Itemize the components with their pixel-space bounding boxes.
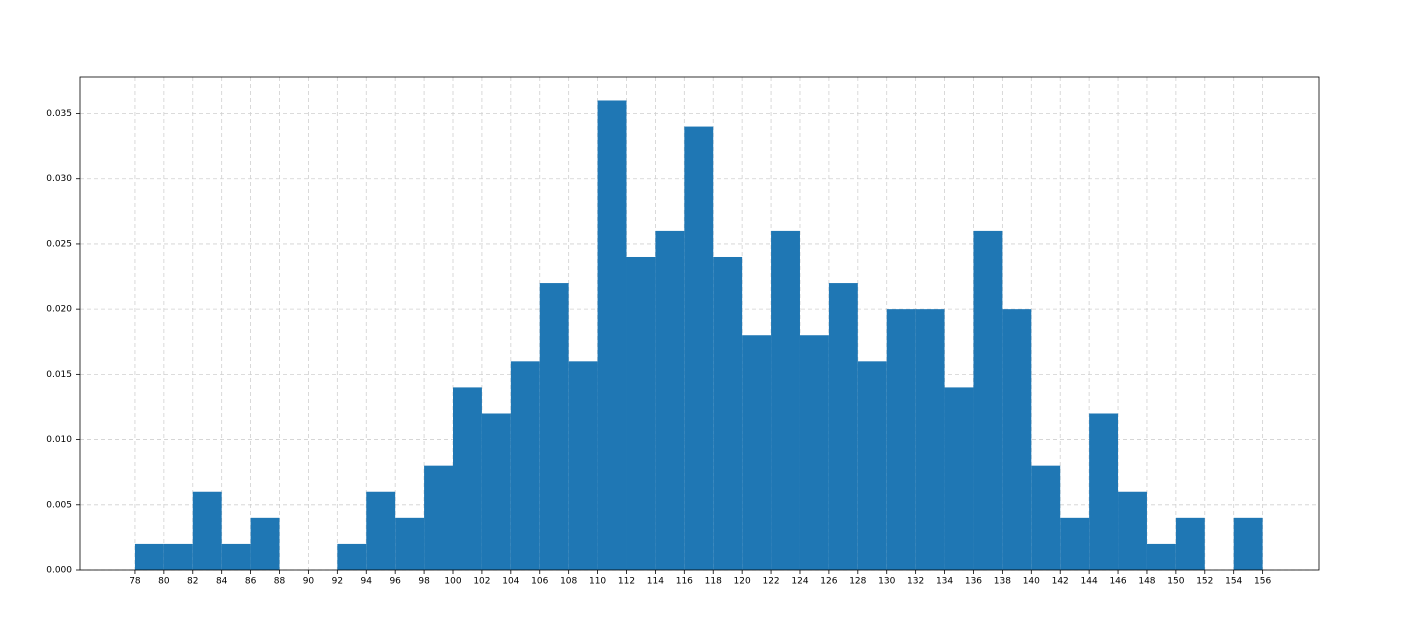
x-tick-label: 106 — [531, 577, 548, 587]
bar — [1031, 465, 1061, 570]
bar — [597, 100, 627, 570]
bar — [1118, 491, 1147, 570]
x-tick-label: 150 — [1167, 577, 1184, 587]
x-tick-label: 88 — [274, 577, 286, 587]
x-tick-label: 78 — [129, 577, 141, 587]
x-tick-label: 82 — [187, 577, 198, 587]
x-tick-label: 112 — [618, 577, 635, 587]
bar — [1089, 413, 1119, 570]
bar — [915, 309, 945, 570]
bar — [134, 543, 164, 570]
bar — [828, 283, 858, 570]
x-tick-label: 98 — [418, 577, 430, 587]
bar — [973, 230, 1003, 570]
x-tick-label: 156 — [1254, 577, 1271, 587]
bar — [192, 491, 222, 570]
bar — [510, 361, 540, 570]
x-tick-label: 122 — [762, 577, 779, 587]
x-tick-label: 126 — [820, 577, 837, 587]
x-tick-label: 116 — [676, 577, 693, 587]
x-tick-label: 110 — [589, 577, 606, 587]
y-tick-label: 0.010 — [46, 435, 72, 445]
bar — [395, 517, 425, 570]
x-tick-label: 104 — [502, 577, 519, 587]
x-tick-label: 140 — [1023, 577, 1040, 587]
bar — [655, 230, 685, 570]
x-tick-label: 96 — [389, 577, 401, 587]
x-tick-label: 94 — [361, 577, 373, 587]
x-tick-label: 146 — [1109, 577, 1126, 587]
bar — [944, 387, 974, 570]
y-tick-label: 0.030 — [46, 174, 72, 184]
bar — [684, 126, 714, 570]
x-tick-label: 148 — [1138, 577, 1155, 587]
x-tick-label: 108 — [560, 577, 577, 587]
x-tick-label: 136 — [965, 577, 982, 587]
x-tick-label: 124 — [791, 577, 808, 587]
bar — [1146, 543, 1176, 570]
x-tick-label: 100 — [444, 577, 461, 587]
x-tick-label: 128 — [849, 577, 866, 587]
x-tick-label: 114 — [647, 577, 664, 587]
bar — [424, 465, 454, 570]
x-tick-label: 132 — [907, 577, 924, 587]
x-tick-label: 144 — [1081, 577, 1098, 587]
bar — [221, 543, 251, 570]
bar — [626, 256, 656, 570]
x-tick-label: 142 — [1052, 577, 1069, 587]
x-tick-label: 130 — [878, 577, 895, 587]
y-tick-label: 0.020 — [46, 305, 72, 315]
y-tick-label: 0.005 — [46, 500, 72, 510]
bar — [163, 543, 193, 570]
x-tick-label: 138 — [994, 577, 1011, 587]
y-tick-label: 0.025 — [46, 239, 72, 249]
bar — [1002, 309, 1032, 570]
bar — [1060, 517, 1090, 570]
x-tick-label: 134 — [936, 577, 953, 587]
bar — [250, 517, 280, 570]
x-tick-label: 120 — [734, 577, 751, 587]
x-tick-label: 154 — [1225, 577, 1242, 587]
bar — [568, 361, 598, 570]
x-tick-label: 86 — [245, 577, 257, 587]
bar — [713, 256, 743, 570]
y-tick-label: 0.000 — [46, 566, 72, 576]
x-tick-label: 84 — [216, 577, 228, 587]
x-tick-label: 80 — [158, 577, 170, 587]
x-tick-label: 90 — [303, 577, 315, 587]
bar — [539, 283, 569, 570]
bar — [1233, 517, 1263, 570]
bar — [742, 335, 772, 570]
bar — [481, 413, 511, 570]
x-tick-label: 152 — [1196, 577, 1213, 587]
plot-frame — [79, 76, 1320, 571]
bar — [886, 309, 916, 570]
bar — [857, 361, 887, 570]
x-tick-label: 118 — [705, 577, 722, 587]
y-tick-label: 0.035 — [46, 109, 72, 119]
y-tick-label: 0.015 — [46, 370, 72, 380]
x-tick-label: 92 — [332, 577, 343, 587]
bar — [771, 230, 800, 570]
bar — [453, 387, 482, 570]
x-tick-label: 102 — [473, 577, 490, 587]
bar — [799, 335, 829, 570]
bar — [366, 491, 396, 570]
bar — [337, 543, 367, 570]
bar — [1175, 517, 1205, 570]
